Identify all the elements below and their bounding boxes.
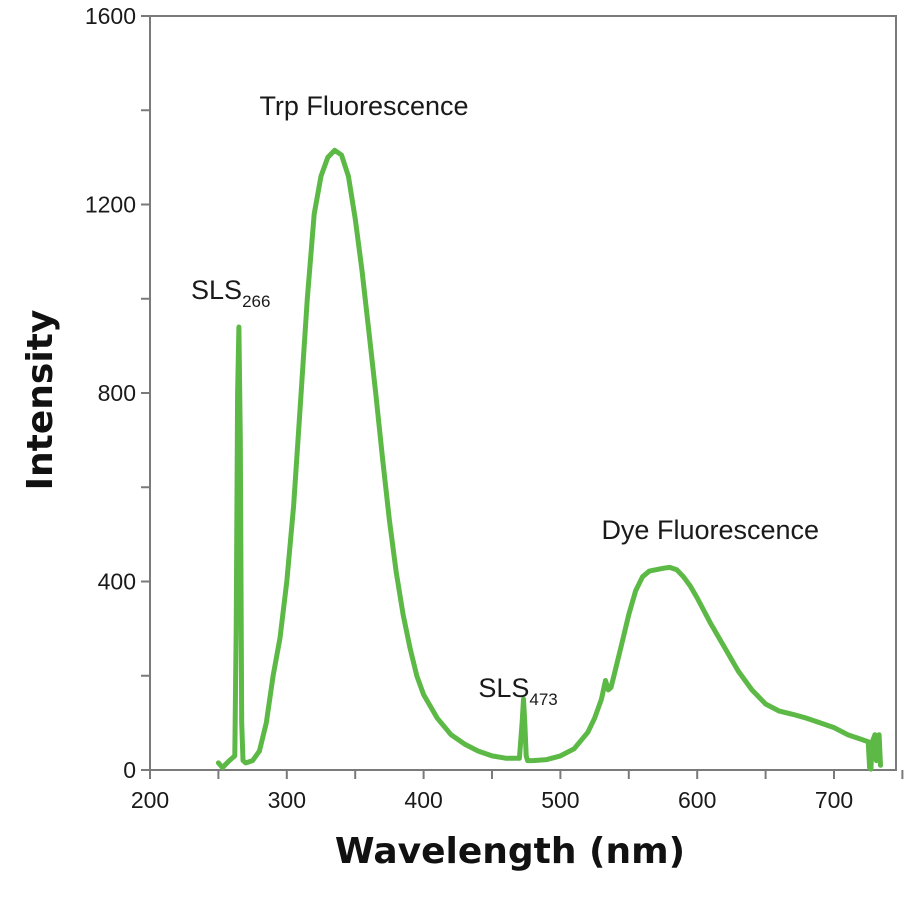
plot-frame: [149, 15, 897, 771]
x-tick-label: 700: [815, 787, 853, 813]
x-tick-label: 400: [404, 787, 442, 813]
y-axis: 0 400 800 1200 1600: [85, 3, 150, 783]
annotation-subscript: 473: [529, 690, 557, 709]
spectrum-line: [215, 147, 883, 772]
y-tick-label: 1600: [85, 3, 136, 29]
annotation-subscript: 266: [242, 292, 270, 311]
x-tick-label: 200: [131, 787, 169, 813]
annotation-label: SLS266: [191, 275, 270, 311]
y-tick-label: 800: [98, 380, 136, 406]
x-tick-label: 300: [268, 787, 306, 813]
annotation-label: Dye Fluorescence: [601, 515, 819, 545]
y-tick-label: 0: [123, 757, 136, 783]
annotation-label: SLS473: [478, 673, 557, 709]
x-tick-label: 600: [678, 787, 716, 813]
annotations: Trp Fluorescence SLS266 SLS473 Dye Fluoresc…: [191, 91, 819, 709]
y-axis-title: Intensity: [20, 310, 61, 491]
x-tick-label: 500: [541, 787, 579, 813]
x-axis-title: Wavelength (nm): [335, 831, 685, 872]
x-axis: 200 300 400 500 600 700: [131, 770, 904, 813]
annotation-label: Trp Fluorescence: [259, 91, 468, 121]
y-tick-label: 1200: [85, 192, 136, 218]
y-tick-label: 400: [98, 569, 136, 595]
